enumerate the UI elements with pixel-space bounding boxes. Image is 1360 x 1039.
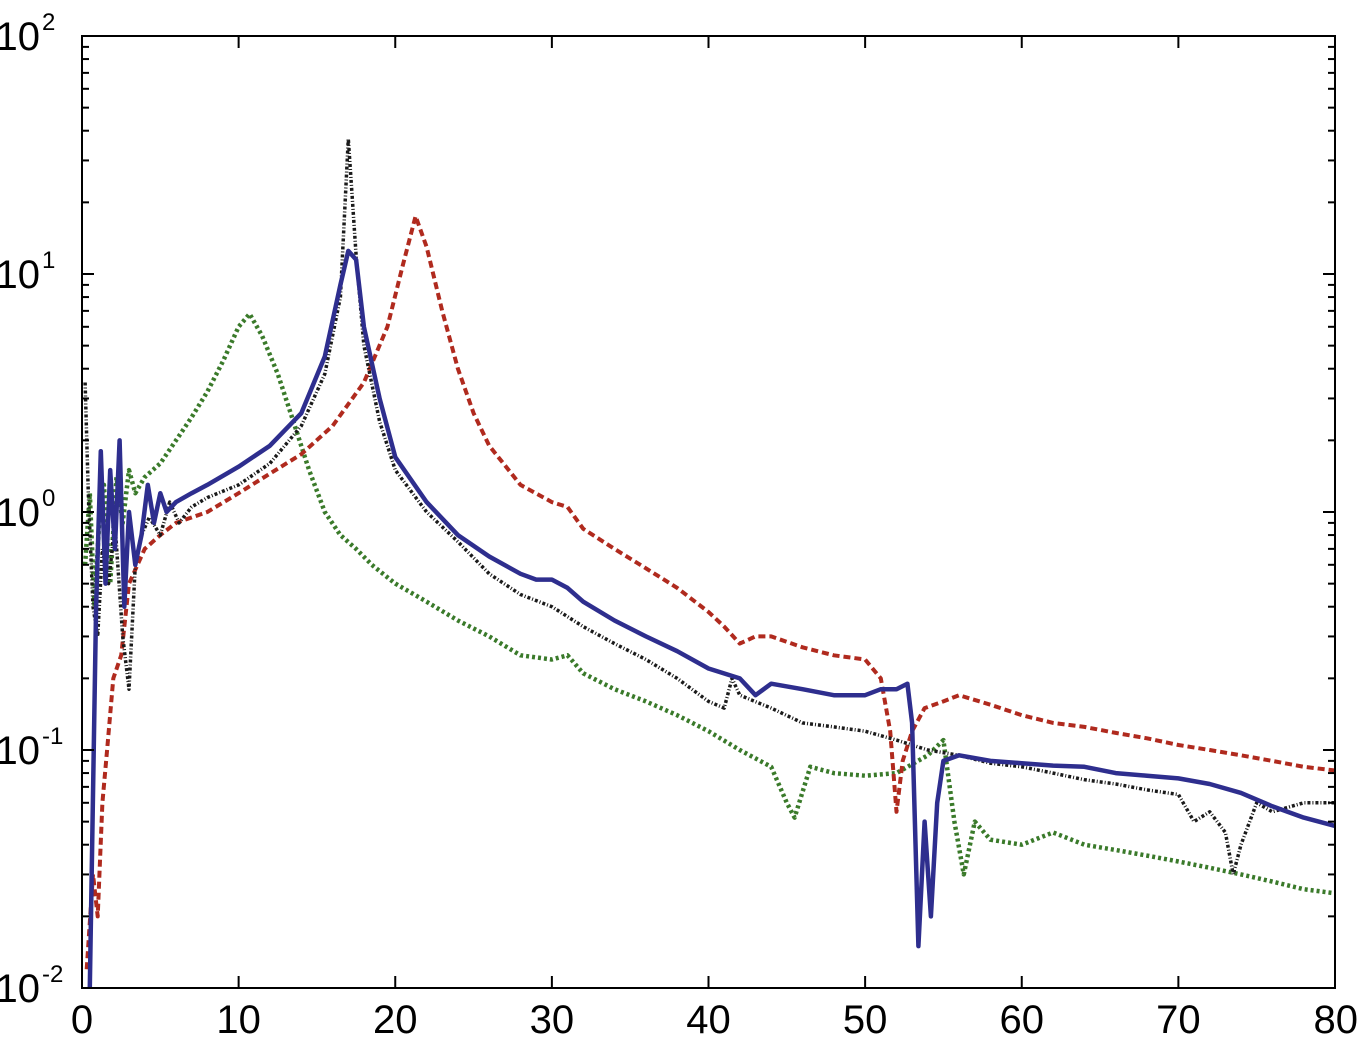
series-line-4 xyxy=(87,248,1336,989)
series-line-2 xyxy=(84,214,1336,970)
y-tick-label-base: 10 xyxy=(0,15,40,59)
tick-layer xyxy=(81,36,1336,989)
series-layer xyxy=(82,137,1336,989)
plot-frame xyxy=(81,35,1336,989)
x-tick-labels: 0 10 20 30 40 50 60 70 80 xyxy=(71,998,1358,1039)
y-tick-label-base: 10 xyxy=(0,491,40,535)
x-tick-label: 50 xyxy=(843,998,888,1039)
x-tick-label: 70 xyxy=(1156,998,1201,1039)
y-tick-label-exponent: 1 xyxy=(42,247,55,274)
x-tick-label: 60 xyxy=(1000,998,1045,1039)
x-tick-label: 20 xyxy=(373,998,418,1039)
x-tick-label: 0 xyxy=(71,998,93,1039)
y-tick-label-exponent: -2 xyxy=(42,961,63,988)
y-tick-label-exponent: 2 xyxy=(42,9,55,36)
y-tick-label-base: 10 xyxy=(0,729,40,773)
y-tick-label-base: 10 xyxy=(0,967,40,1011)
x-tick-label: 80 xyxy=(1314,998,1359,1039)
series-line-1 xyxy=(82,311,1336,896)
x-tick-label: 30 xyxy=(530,998,575,1039)
x-tick-label: 10 xyxy=(216,998,261,1039)
y-tick-label-exponent: 0 xyxy=(42,485,55,512)
x-tick-label: 40 xyxy=(686,998,731,1039)
y-tick-label-base: 10 xyxy=(0,253,40,297)
y-tick-label-exponent: -1 xyxy=(42,723,63,750)
series-line-3 xyxy=(83,137,1335,877)
